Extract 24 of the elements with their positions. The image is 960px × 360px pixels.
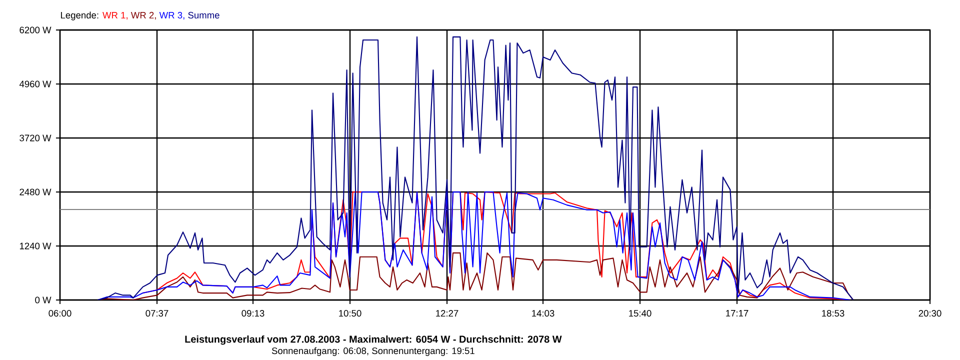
y-tick-label: 6200 W [20,26,52,34]
x-tick-label: 17:17 [726,310,748,316]
x-tick-label: 10:50 [339,310,362,317]
legend-title: Legende: [61,12,98,20]
x-tick-label: 09:13 [242,310,264,317]
y-tick-label: 0 W [35,296,52,304]
text: Summe [188,12,220,18]
y-tick-label: 2480 W [20,188,52,196]
text: WR 1, [102,12,128,20]
x-tick-label: 20:30 [918,310,942,317]
y-tick-label: 4960 W [19,80,52,88]
x-tick-label: 14:03 [532,310,554,317]
x-tick-label: 18:53 [822,310,844,317]
text: Sonnenaufgang: 06:08, Sonnenuntergang: 19:51 [272,347,474,356]
y-tick-label: 3720 W [20,134,52,142]
x-tick-label: 06:00 [48,310,72,317]
x-tick-label: 15:40 [629,310,652,317]
text: Leistungsverlauf vom 27.08.2003 - Maximalwert: 6054 W - Durchschnitt: 2078 W [185,335,562,345]
y-tick-label: 1240 W [20,242,52,250]
line-series [97,36,854,300]
text: WR 3, [159,12,184,20]
x-tick-label: 12:27 [436,310,458,317]
text: WR 2, [130,12,156,20]
x-tick-label: 07:37 [146,310,168,317]
